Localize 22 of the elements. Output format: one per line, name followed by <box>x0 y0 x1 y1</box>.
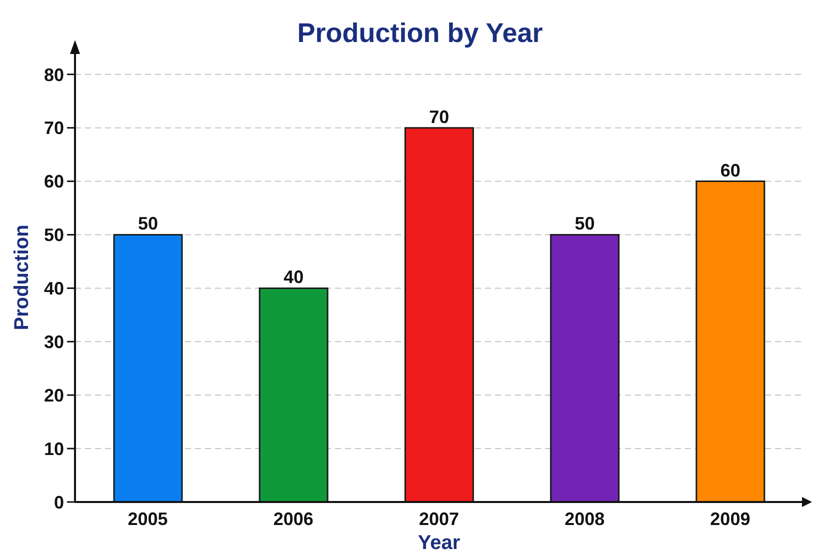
x-tick-label: 2009 <box>710 508 750 529</box>
x-tick-label: 2005 <box>128 508 168 529</box>
x-tick-label: 2006 <box>273 508 314 529</box>
data-label: 70 <box>429 106 450 127</box>
y-tick-label: 20 <box>44 385 64 406</box>
y-tick-label: 0 <box>54 492 64 512</box>
data-label: 50 <box>574 214 595 234</box>
y-tick-label: 10 <box>44 438 64 459</box>
x-axis-title: Year <box>418 532 460 554</box>
y-tick-label: 70 <box>44 118 64 138</box>
x-tick-label: 2007 <box>418 508 460 529</box>
y-tick-label: 40 <box>44 278 64 299</box>
chart-title: Production by Year <box>297 18 544 48</box>
x-tick-label: 2008 <box>564 508 605 529</box>
data-label: 50 <box>138 214 158 234</box>
y-tick-label: 30 <box>44 332 64 352</box>
data-label: 40 <box>284 267 304 288</box>
data-label: 60 <box>720 160 740 180</box>
y-tick-label: 50 <box>44 225 64 246</box>
y-axis-title: Production <box>11 224 33 330</box>
y-tick-label: 80 <box>44 64 64 85</box>
y-tick-label: 60 <box>44 172 64 192</box>
